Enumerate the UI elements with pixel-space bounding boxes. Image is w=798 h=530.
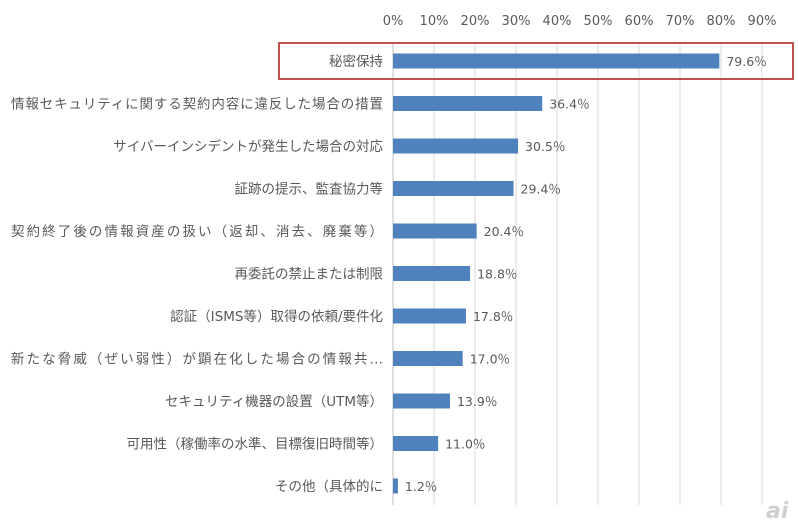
category-label: 情報セキュリティに関する契約内容に違反した場合の措置 [11,96,383,113]
data-label: 17.8％ [473,309,513,324]
category-label: 認証（ISMS等）取得の依頼/要件化 [170,308,383,325]
x-tick-label: 70% [666,14,695,29]
category-label: セキュリティ機器の設置（UTM等） [165,393,383,410]
x-tick-label: 50% [584,14,613,29]
watermark-logo: ai [766,499,789,524]
data-label: 18.8％ [477,267,517,282]
category-label: 契約終了後の情報資産の扱い（返却、消去、廃棄等） [11,223,383,240]
category-label: 新たな脅威（ぜい弱性）が顕在化した場合の情報共… [11,352,383,368]
category-label: 可用性（稼働率の水準、目標復旧時間等） [127,436,384,453]
data-label: 30.5％ [525,139,565,154]
category-label: 再委託の禁止または制限 [235,267,384,283]
x-tick-label: 60% [625,14,654,29]
data-label: 29.4％ [521,182,561,197]
data-label: 1.2％ [405,479,437,494]
x-tick-label: 90% [748,14,777,29]
category-label: 秘密保持 [329,53,383,70]
x-tick-label: 10% [420,14,449,29]
bar [393,351,463,366]
bar [393,223,477,239]
x-tick-label: 30% [502,14,531,29]
bar [393,308,466,324]
bar [393,266,471,281]
category-label: 証跡の提示、監査協力等 [235,181,384,198]
data-label: 79.6％ [726,54,766,69]
category-label: サイバーインシデントが発生した場合の対応 [113,138,383,155]
x-tick-label: 80% [707,14,736,29]
bar [393,181,514,196]
category-label: その他（具体的に [275,479,383,495]
data-label: 17.0％ [470,352,510,367]
data-label: 13.9％ [457,394,497,409]
bar [393,138,519,154]
bar [393,393,450,409]
bar [393,96,543,111]
data-label: 11.0％ [445,437,485,452]
bar [393,478,398,494]
bar [393,53,720,69]
highlight-box [278,42,794,80]
bar [393,436,439,451]
data-label: 36.4％ [549,97,589,112]
data-label: 20.4％ [484,224,524,239]
x-tick-label: 40% [543,14,572,29]
x-tick-label: 0% [383,14,404,29]
x-tick-label: 20% [461,14,490,29]
